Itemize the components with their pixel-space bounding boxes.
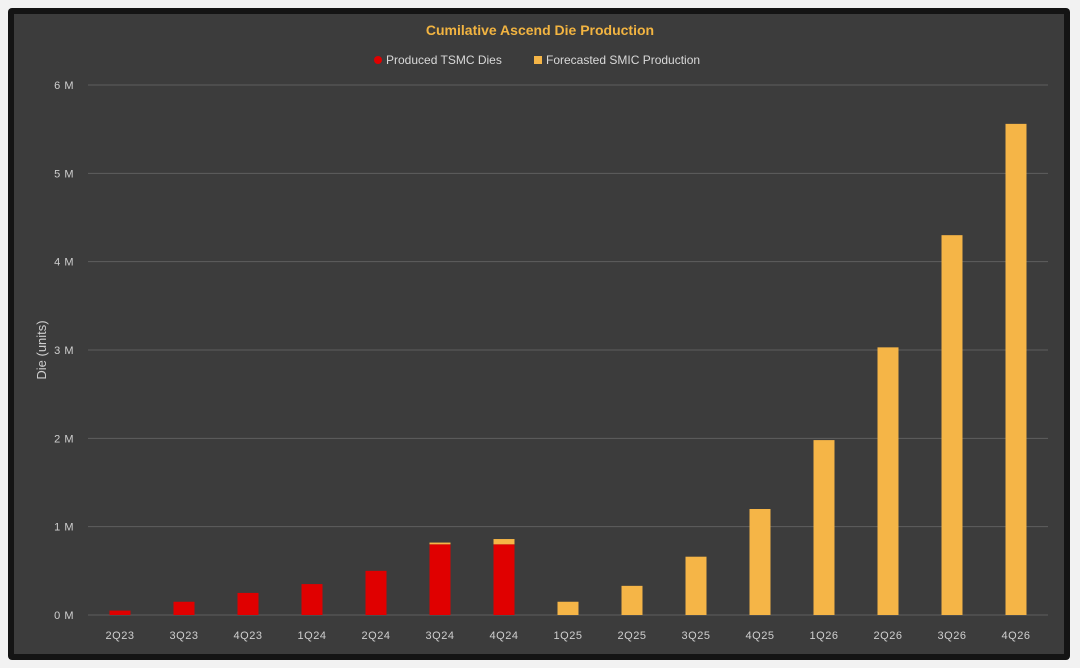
legend: Produced TSMC Dies Forecasted SMIC Produ… bbox=[374, 53, 700, 67]
chart-title: Cumilative Ascend Die Production bbox=[426, 22, 654, 38]
x-tick-label: 1Q24 bbox=[298, 630, 327, 642]
bar-smic-2Q25 bbox=[621, 585, 643, 615]
y-tick-label: 2 M bbox=[54, 433, 74, 445]
y-tick-label: 1 M bbox=[54, 522, 74, 534]
x-tick-label: 4Q25 bbox=[746, 630, 775, 642]
bar-tsmc-2Q23 bbox=[109, 610, 131, 615]
x-tick-label: 1Q25 bbox=[554, 630, 583, 642]
x-tick-label: 2Q23 bbox=[106, 630, 135, 642]
x-tick-label: 4Q26 bbox=[1002, 630, 1031, 642]
legend-label-smic: Forecasted SMIC Production bbox=[546, 53, 700, 67]
legend-label-tsmc: Produced TSMC Dies bbox=[386, 53, 502, 67]
bar-smic-1Q25 bbox=[557, 601, 579, 615]
bar-tsmc-3Q23 bbox=[173, 601, 195, 615]
bar-tsmc-2Q24 bbox=[365, 570, 387, 615]
y-tick-label: 3 M bbox=[54, 345, 74, 357]
bar-smic-4Q26 bbox=[1005, 123, 1027, 615]
y-tick-label: 0 M bbox=[54, 610, 74, 622]
x-tick-label: 4Q24 bbox=[490, 630, 519, 642]
bar-smic-2Q26 bbox=[877, 347, 899, 615]
x-tick-label: 3Q23 bbox=[170, 630, 199, 642]
bar-smic-1Q26 bbox=[813, 440, 835, 615]
bar-tsmc-3Q24 bbox=[429, 544, 451, 615]
x-tick-label: 3Q24 bbox=[426, 630, 455, 642]
x-axis-ticks: 2Q23 3Q23 4Q23 1Q24 2Q24 3Q24 4Q24 1Q25 2Q25 3Q25… bbox=[106, 630, 1031, 642]
y-tick-label: 4 M bbox=[54, 257, 74, 269]
x-tick-label: 3Q26 bbox=[938, 630, 967, 642]
bar-tsmc-4Q24 bbox=[493, 544, 515, 615]
bar-smic-4Q25 bbox=[749, 509, 771, 615]
y-axis-label: Die (units) bbox=[34, 320, 49, 379]
bar-tsmc-4Q23 bbox=[237, 592, 259, 615]
x-tick-label: 2Q25 bbox=[618, 630, 647, 642]
gridlines bbox=[88, 84, 1048, 616]
x-tick-label: 2Q26 bbox=[874, 630, 903, 642]
bar-smic-3Q25 bbox=[685, 556, 707, 615]
y-tick-label: 6 M bbox=[54, 80, 74, 92]
legend-swatch-smic bbox=[534, 56, 542, 64]
legend-swatch-tsmc bbox=[374, 56, 382, 64]
x-tick-label: 3Q25 bbox=[682, 630, 711, 642]
bar-smic-3Q26 bbox=[941, 235, 963, 615]
bars bbox=[109, 123, 1027, 615]
x-tick-label: 2Q24 bbox=[362, 630, 391, 642]
bar-smic-4Q24 bbox=[493, 539, 515, 545]
bar-smic-3Q24 bbox=[429, 542, 451, 545]
y-axis-ticks: 0 M 1 M 2 M 3 M 4 M 5 M 6 M bbox=[54, 80, 74, 622]
x-tick-label: 1Q26 bbox=[810, 630, 839, 642]
bar-tsmc-1Q24 bbox=[301, 584, 323, 615]
y-tick-label: 5 M bbox=[54, 168, 74, 180]
x-tick-label: 4Q23 bbox=[234, 630, 263, 642]
